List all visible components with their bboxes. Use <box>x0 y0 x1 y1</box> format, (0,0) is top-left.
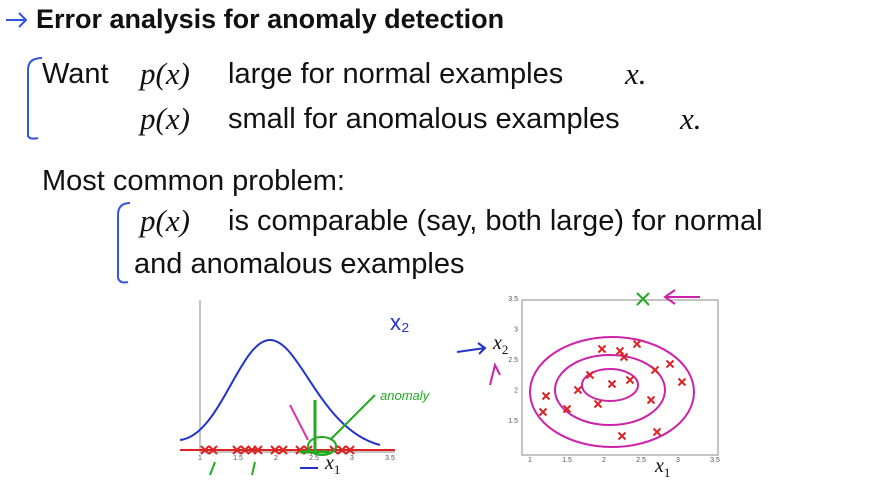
contour <box>581 368 639 402</box>
y-tick-label: 2.5 <box>508 357 518 364</box>
text: large for normal examples <box>228 58 564 90</box>
text: is comparable (say, both large) for norm… <box>228 205 763 237</box>
x-point <box>617 431 627 441</box>
text: and anomalous examples <box>134 248 465 280</box>
sub: 1 <box>333 462 341 477</box>
x-tick-label: 1.5 <box>562 457 572 464</box>
axis-label: x2 <box>493 332 508 358</box>
axis-label: x1 <box>655 455 670 481</box>
annotation-arrow <box>489 362 501 386</box>
var: x <box>325 452 334 474</box>
x-point <box>650 365 660 375</box>
x-tick-label: 2 <box>274 455 278 462</box>
x-point <box>646 395 656 405</box>
points <box>200 445 355 455</box>
y-tick-label: 3.5 <box>508 296 518 303</box>
x-point <box>593 399 603 409</box>
x-tick-label: 1 <box>528 457 532 464</box>
math: p(x) <box>140 56 190 91</box>
x-tick-label: 3 <box>676 457 680 464</box>
bracket <box>117 202 131 284</box>
math: p(x) <box>140 101 190 136</box>
axis-label: x1 <box>325 452 340 478</box>
x-point <box>541 391 551 401</box>
x-point <box>585 370 595 380</box>
text: Want <box>42 58 109 90</box>
y-tick-label: 2 <box>514 388 518 395</box>
x-point <box>597 344 607 354</box>
x-point <box>615 346 625 356</box>
x-tick-label: 1 <box>198 455 202 462</box>
annotation-arrow <box>663 289 700 305</box>
handwritten-note: x₂ <box>390 310 410 335</box>
arrow-icon <box>6 12 28 28</box>
x-point <box>677 377 687 387</box>
x-point <box>632 339 642 349</box>
x-point <box>208 445 218 455</box>
x-point <box>253 445 263 455</box>
x-point <box>538 407 548 417</box>
text: small for anomalous examples <box>228 103 620 135</box>
sub: 2 <box>501 342 509 357</box>
annotation-arrow <box>456 342 487 355</box>
x-tick-label: 2 <box>602 457 606 464</box>
math: x. <box>625 56 647 91</box>
contour <box>529 336 695 448</box>
plot-frame <box>521 299 719 456</box>
x-tick-label: 2.5 <box>636 457 646 464</box>
x-point <box>200 445 210 455</box>
x-tick-label: 3 <box>350 455 354 462</box>
var: x <box>655 455 664 477</box>
x-point <box>665 359 675 369</box>
gaussian-curve <box>179 338 381 446</box>
handwritten-note: anomaly <box>380 388 431 403</box>
title: Error analysis for anomaly detection <box>36 4 505 34</box>
math: x. <box>680 101 702 136</box>
x-point <box>652 427 662 437</box>
y-tick-label: 1.5 <box>508 418 518 425</box>
sub: 1 <box>663 465 671 480</box>
anomaly-circle <box>307 436 337 456</box>
x-point <box>278 445 288 455</box>
annotation-arrow <box>289 404 309 441</box>
x-point <box>270 445 280 455</box>
anomaly-point <box>636 292 650 306</box>
text: Most common problem: <box>42 165 345 197</box>
annotation-arrow <box>209 461 256 476</box>
x-point <box>607 379 617 389</box>
x-tick-label: 1.5 <box>233 455 243 462</box>
x-tick-label: 2.5 <box>309 455 319 462</box>
x-point <box>240 445 250 455</box>
var: x <box>493 332 502 354</box>
bracket <box>27 57 43 140</box>
x-point <box>337 445 347 455</box>
x-point <box>619 352 629 362</box>
x-point <box>625 375 635 385</box>
annotation-arrow <box>329 394 376 441</box>
x-point <box>232 445 242 455</box>
x-point <box>562 404 572 414</box>
x-tick-label: 3.5 <box>710 457 720 464</box>
x-point <box>573 385 583 395</box>
contour <box>554 354 666 426</box>
y-tick-label: 3 <box>514 327 518 334</box>
points <box>538 339 687 441</box>
x-point <box>345 445 355 455</box>
math: p(x) <box>140 203 190 238</box>
x-tick-label: 3.5 <box>385 455 395 462</box>
anomaly-mark <box>300 400 330 454</box>
